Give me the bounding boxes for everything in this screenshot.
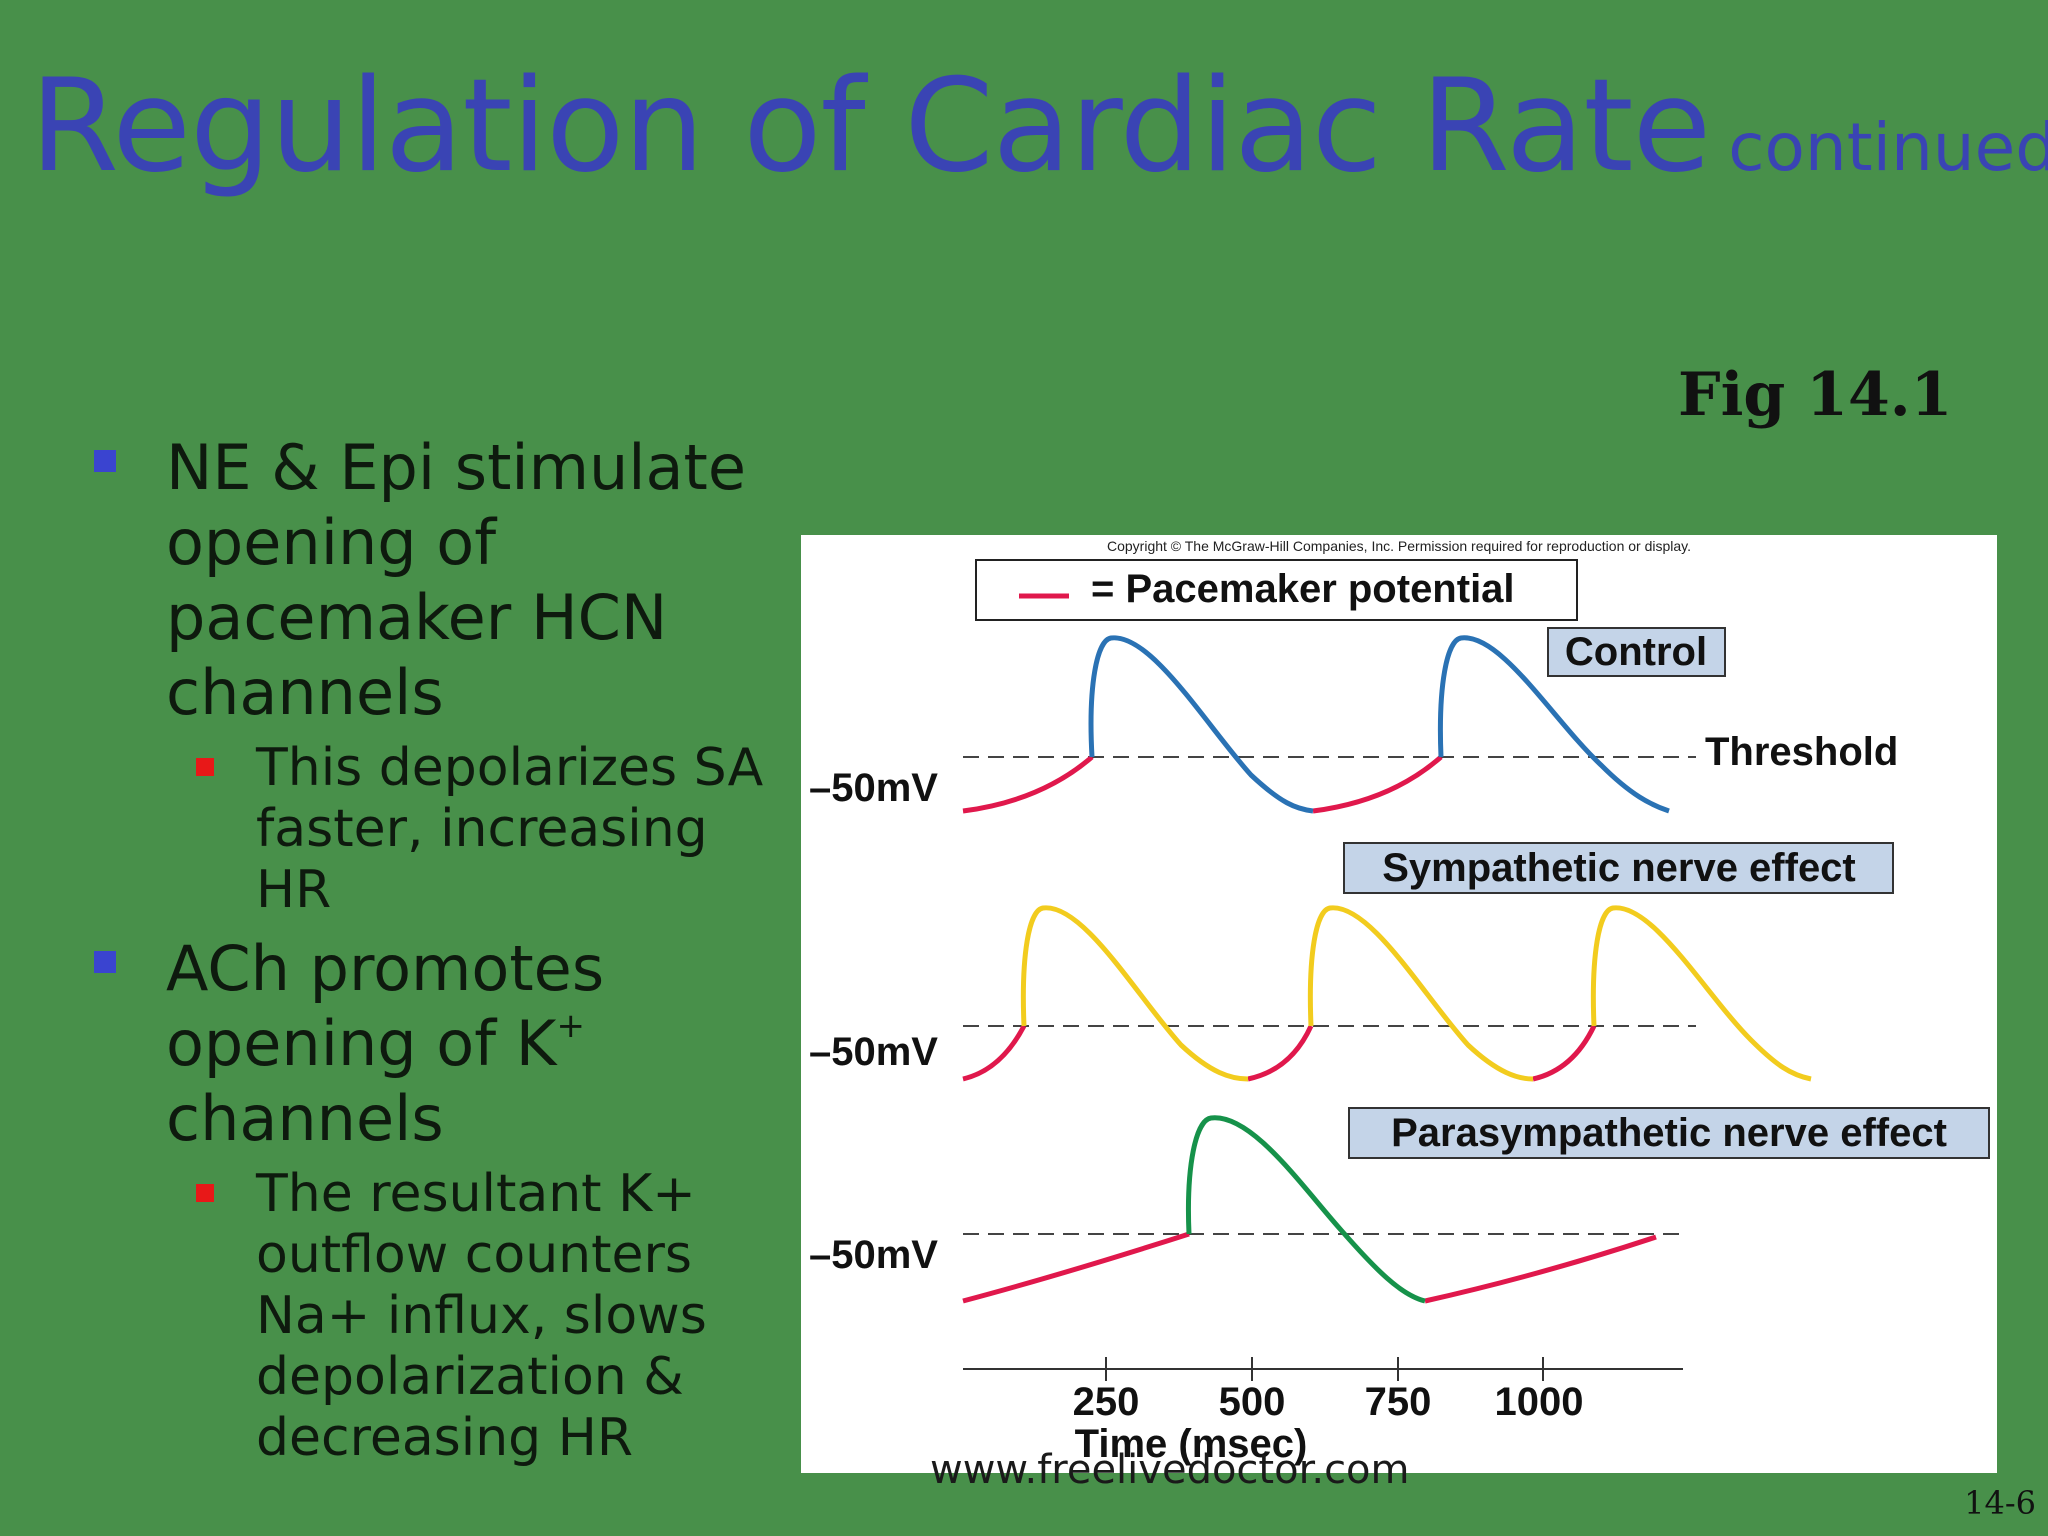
- sub-bullet-item: This depolarizes SA faster, increasing H…: [90, 738, 770, 921]
- voltage-label-sympathetic: –50mV: [809, 1030, 938, 1074]
- figure-panel: Copyright © The McGraw-Hill Companies, I…: [801, 535, 1997, 1473]
- bullet-marker-icon: [94, 951, 116, 973]
- action-potential-trace-sympathetic: [1020, 905, 1812, 1082]
- sub-bullet-text: This depolarizes SA faster, increasing H…: [256, 738, 764, 920]
- sub-bullet-item: The resultant K+ outflow counters Na+ in…: [90, 1164, 770, 1469]
- watermark-text: www.freelivedoctor.com: [930, 1447, 1410, 1493]
- pacemaker-figure: Copyright © The McGraw-Hill Companies, I…: [809, 538, 1990, 1466]
- panel-label-control: Control: [1565, 630, 1707, 674]
- panel-label-box-control: [1547, 627, 1726, 677]
- bullet-item: NE & Epi stimulate opening of pacemaker …: [90, 430, 770, 730]
- slide-title: Regulation of Cardiac Rate continued: [30, 52, 2048, 223]
- bullet-text: NE & Epi stimulate opening of pacemaker …: [166, 431, 746, 729]
- axis-tick-label: 250: [1073, 1380, 1140, 1424]
- pacemaker-trace-sympathetic: [962, 1024, 1597, 1082]
- bullet-text-after: channels: [166, 1082, 444, 1155]
- pacemaker-trace-parasympathetic: [962, 1231, 1657, 1304]
- action-potential-trace-control: [1088, 635, 1670, 814]
- bullet-superscript: +: [556, 1006, 585, 1046]
- voltage-label-control: –50mV: [809, 766, 938, 810]
- bullet-list: NE & Epi stimulate opening of pacemaker …: [90, 430, 770, 1479]
- copyright-text: Copyright © The McGraw-Hill Companies, I…: [1107, 538, 1691, 554]
- panel-label-box-sympathetic: [1343, 842, 1894, 894]
- panel-label-sympathetic: Sympathetic nerve effect: [1382, 846, 1856, 890]
- legend-text: = Pacemaker potential: [1091, 567, 1515, 611]
- bullet-text: ACh promotes opening of K: [166, 932, 605, 1080]
- axis-tick-label: 500: [1219, 1380, 1286, 1424]
- pacemaker-trace-control: [962, 755, 1443, 814]
- panel-label-box-parasympathetic: [1348, 1107, 1990, 1159]
- threshold-label: Threshold: [1705, 730, 1898, 774]
- voltage-label-parasympathetic: –50mV: [809, 1233, 938, 1277]
- sub-bullet-text: The resultant K+ outflow counters Na+ in…: [256, 1164, 707, 1468]
- bullet-marker-icon: [94, 450, 116, 472]
- sub-bullet-marker-icon: [196, 1184, 214, 1202]
- action-potential-trace-parasympathetic: [1186, 1115, 1426, 1304]
- axis-tick-label: 1000: [1495, 1380, 1584, 1424]
- figure-label: Fig 14.1: [1678, 360, 1953, 430]
- page-number: 14-6: [1964, 1484, 2036, 1522]
- sub-bullet-marker-icon: [196, 758, 214, 776]
- legend-box: [975, 559, 1578, 621]
- title-suffix: continued: [1728, 109, 2048, 186]
- title-main: Regulation of Cardiac Rate: [30, 52, 1711, 201]
- panel-label-parasympathetic: Parasympathetic nerve effect: [1391, 1111, 1947, 1155]
- bullet-item: ACh promotes opening of K+ channels: [90, 931, 770, 1156]
- axis-tick-label: 750: [1365, 1380, 1432, 1424]
- axis-title: Time (msec): [1075, 1422, 1308, 1466]
